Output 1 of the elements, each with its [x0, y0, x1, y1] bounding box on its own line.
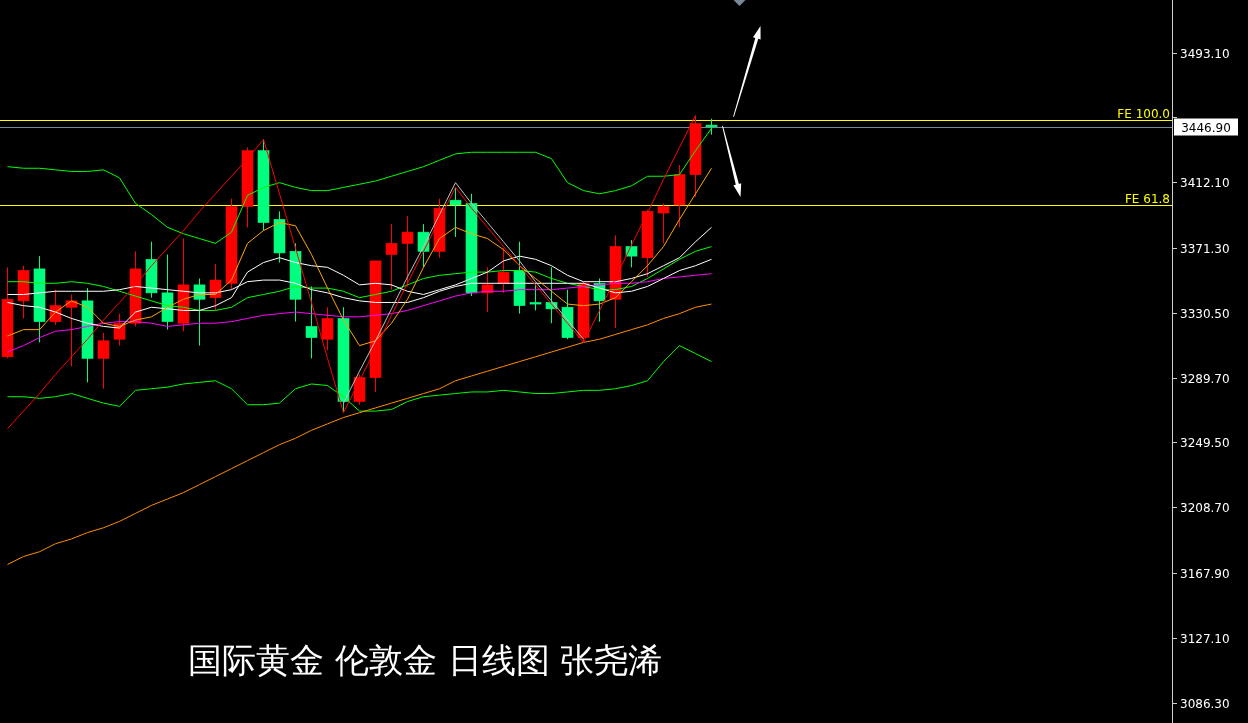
title: 国际黄金 伦敦金 日线图 张尧浠	[188, 640, 663, 680]
